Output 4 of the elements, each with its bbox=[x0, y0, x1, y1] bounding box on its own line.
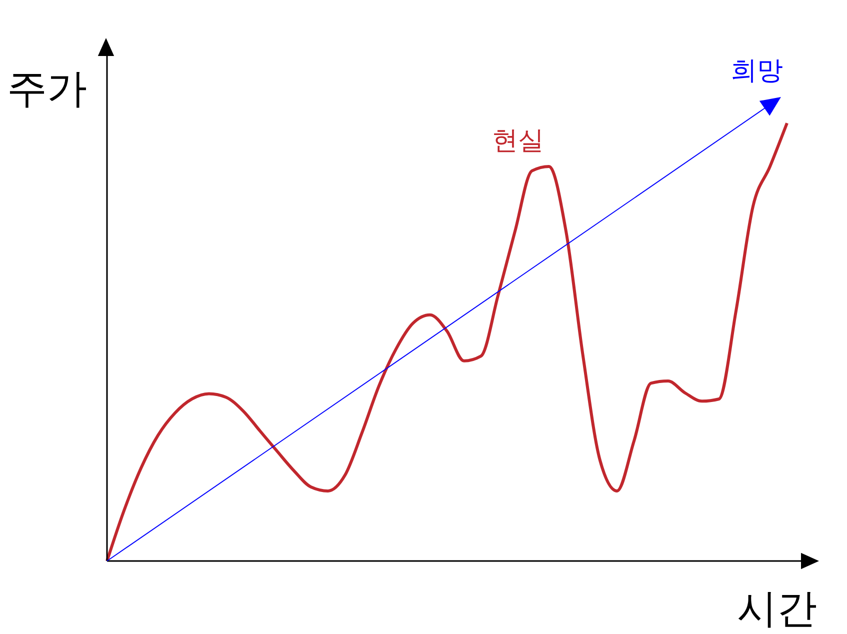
y-axis-title: 주가 bbox=[7, 66, 87, 112]
x-axis-title: 시간 bbox=[737, 586, 817, 632]
series-label: 현실 bbox=[492, 126, 544, 156]
text: 희망 bbox=[731, 56, 783, 86]
